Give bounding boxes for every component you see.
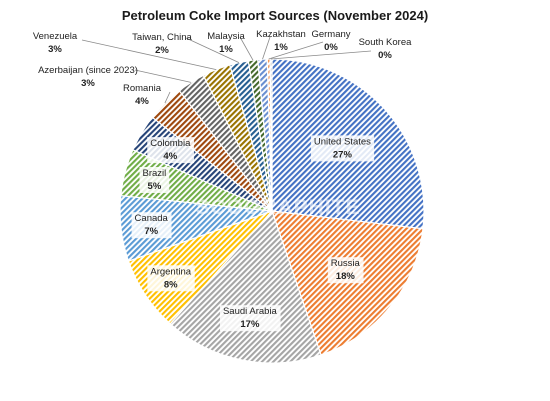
slice-label-kazakhstan: Kazakhstan <box>256 29 306 40</box>
leader-line-taiwan-china <box>185 37 240 63</box>
slice-value-taiwan-china: 2% <box>155 45 169 56</box>
leader-line-kazakhstan <box>262 36 271 60</box>
slice-value-south-korea: 0% <box>378 50 392 61</box>
slice-label-canada: Canada <box>135 213 169 224</box>
slice-value-romania: 4% <box>135 96 149 107</box>
slice-value-kazakhstan: 1% <box>274 42 288 53</box>
slice-value-azerbaijan-since-2023: 3% <box>81 78 95 89</box>
leader-line-romania <box>164 91 171 104</box>
slice-label-azerbaijan-since-2023: Azerbaijan (since 2023) <box>38 65 138 76</box>
chart-title: Petroleum Coke Import Sources (November … <box>122 8 428 23</box>
slice-value-colombia: 4% <box>163 151 177 162</box>
slice-label-bg-canada <box>131 212 172 239</box>
slice-label-bg-saudi-arabia <box>219 305 281 332</box>
slice-label-brazil: Brazil <box>143 168 167 179</box>
slice-value-argentina: 8% <box>164 279 178 290</box>
pie-slice-saudi-arabia <box>169 209 322 364</box>
slice-label-argentina: Argentina <box>150 266 191 277</box>
leader-line-azerbaijan-since-2023 <box>134 69 191 83</box>
slice-label-malaysia: Malaysia <box>207 31 245 42</box>
slice-label-colombia: Colombia <box>150 138 191 149</box>
slice-value-russia: 18% <box>336 271 356 282</box>
slice-value-saudi-arabia: 17% <box>240 319 260 330</box>
slice-label-romania: Romania <box>123 83 162 94</box>
slice-label-taiwan-china: Taiwan, China <box>132 32 192 43</box>
leader-line-south-korea <box>270 50 372 60</box>
leader-line-venezuela <box>81 39 217 70</box>
slice-label-germany: Germany <box>311 29 350 40</box>
slice-labels: United States 27% Russia 18% Saudi Arabia 17%… <box>33 29 413 332</box>
leader-line-malaysia <box>239 36 254 61</box>
slice-value-united-states: 27% <box>333 149 353 160</box>
slice-label-venezuela: Venezuela <box>33 31 78 42</box>
slice-label-russia: Russia <box>331 258 361 269</box>
slice-value-canada: 7% <box>144 226 158 237</box>
slice-label-bg-colombia <box>147 137 195 164</box>
slice-label-bg-brazil <box>139 167 170 193</box>
slice-label-saudi-arabia: Saudi Arabia <box>223 306 278 317</box>
slice-value-brazil: 5% <box>148 181 162 192</box>
leader-lines <box>81 36 372 104</box>
pie-slices <box>119 58 425 364</box>
slice-value-malaysia: 1% <box>219 44 233 55</box>
slice-label-united-states: United States <box>314 136 371 147</box>
watermark-logo: SCOGRAPHITE <box>195 196 360 219</box>
slice-label-bg-argentina <box>147 265 195 292</box>
slice-label-bg-united-states <box>310 135 375 162</box>
slice-label-bg-russia <box>327 257 364 284</box>
leader-line-germany <box>268 41 324 60</box>
slice-label-south-korea: South Korea <box>359 37 413 48</box>
slice-value-germany: 0% <box>324 42 338 53</box>
slice-value-venezuela: 3% <box>48 44 62 55</box>
